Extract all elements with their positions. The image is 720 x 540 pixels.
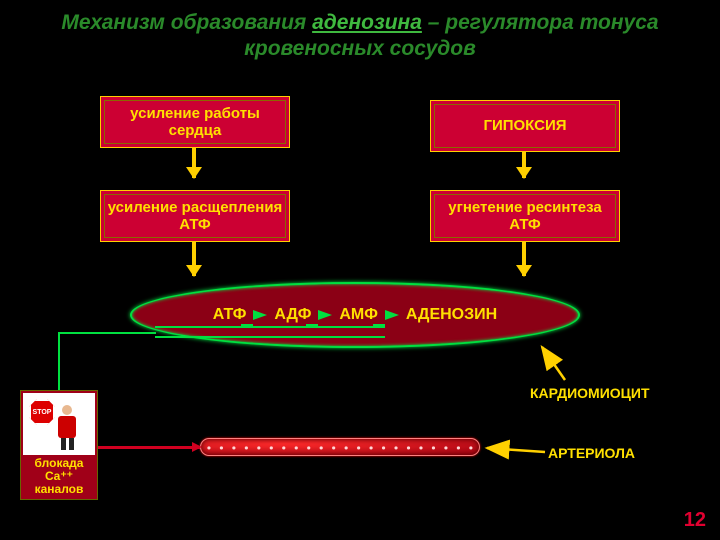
- ca-block-l3: каналов: [35, 482, 84, 496]
- stop-illustration: STOP: [23, 393, 95, 455]
- chain-arrow-icon: [253, 310, 267, 320]
- atp-chain: АТФ АДФ АМФ АДЕНОЗИН: [213, 306, 497, 324]
- chain-adp: АДФ: [274, 306, 311, 324]
- box-label: ГИПОКСИЯ: [483, 117, 566, 134]
- stop-sign-icon: STOP: [29, 399, 55, 425]
- red-connector: [98, 446, 200, 449]
- ellipse-inner-track: [155, 326, 385, 338]
- green-connector: [58, 332, 156, 390]
- arrow-ml-ellipse: [192, 242, 196, 276]
- callout-label: КАРДИОМИОЦИТ: [530, 385, 650, 401]
- ca-block-label: блокада Ca⁺⁺ каналов: [35, 457, 84, 497]
- chain-atp: АТФ: [213, 306, 247, 324]
- page-number: 12: [684, 509, 706, 532]
- stop-sign-text: STOP: [33, 409, 52, 416]
- box-mid-right: угнетение ресинтеза АТФ: [430, 190, 620, 242]
- slide-title: Механизм образования аденозина – регулят…: [0, 10, 720, 63]
- box-label: угнетение ресинтеза АТФ: [437, 199, 613, 234]
- title-link: аденозина: [312, 11, 422, 34]
- box-top-right: ГИПОКСИЯ: [430, 100, 620, 152]
- arteriole-vessel: [200, 438, 480, 456]
- chain-arrow-icon: [318, 310, 332, 320]
- callout-arteriole: АРТЕРИОЛА: [548, 445, 635, 461]
- arrow-tr-mr: [522, 152, 526, 178]
- title-part1: Механизм образования: [61, 11, 312, 34]
- box-label: усиление работы сердца: [107, 105, 283, 140]
- callout-cardiomyocyte: КАРДИОМИОЦИТ: [530, 385, 650, 401]
- ca-block-box: STOP блокада Ca⁺⁺ каналов: [20, 390, 98, 500]
- ca-block-l2: Ca⁺⁺: [45, 469, 73, 483]
- box-label: усиление расщепления АТФ: [107, 199, 283, 234]
- ca-block-l1: блокада: [35, 456, 84, 470]
- arrow-tl-ml: [192, 148, 196, 178]
- arrow-mr-ellipse: [522, 242, 526, 276]
- person-icon: [53, 405, 81, 451]
- slide-stage: Механизм образования аденозина – регулят…: [0, 0, 720, 540]
- cardiomyocyte-ellipse: АТФ АДФ АМФ АДЕНОЗИН: [130, 282, 580, 348]
- chain-amp: АМФ: [339, 306, 378, 324]
- box-top-left: усиление работы сердца: [100, 96, 290, 148]
- chain-adenosine: АДЕНОЗИН: [406, 306, 497, 324]
- callout-label: АРТЕРИОЛА: [548, 445, 635, 461]
- chain-arrow-icon: [385, 310, 399, 320]
- vessel-dots: [201, 439, 479, 457]
- box-mid-left: усиление расщепления АТФ: [100, 190, 290, 242]
